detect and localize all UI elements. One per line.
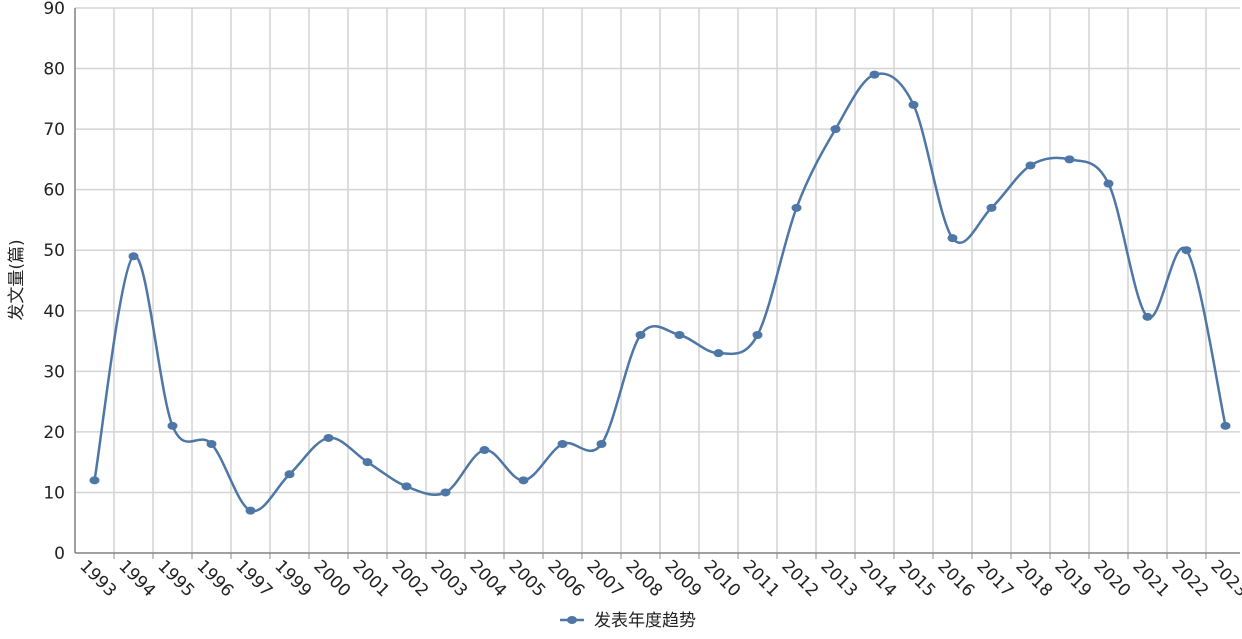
x-tick-label: 2007 [582,556,627,601]
x-tick-label: 2006 [543,556,588,601]
x-tick-label: 2020 [1089,556,1134,601]
point [986,203,997,212]
point [1103,179,1114,188]
x-tick-label: 1995 [153,556,198,601]
x-tick-label: 2022 [1167,556,1212,601]
x-tick-label: 2011 [738,556,783,601]
point [128,252,139,261]
point [947,234,958,243]
x-tick-label: 2010 [699,556,744,601]
point [89,476,100,485]
x-tick-label: 1996 [192,556,237,601]
point [440,488,451,497]
point [635,331,646,339]
y-tick-label: 10 [43,483,65,503]
point [245,506,256,515]
point [401,482,412,491]
x-tick-label: 2013 [816,556,861,601]
x-tick-label: 2001 [348,556,393,601]
y-tick-label: 20 [43,423,65,443]
y-tick-label: 50 [43,241,65,261]
line [93,72,1227,513]
point [869,70,880,79]
x-tick-label: 2000 [309,556,354,601]
point [479,446,490,455]
x-tick-label: 2003 [426,556,471,601]
x-tick-label: 2021 [1128,556,1173,601]
x-tick-label: 1994 [114,556,159,601]
x-tick-label: 2017 [972,556,1017,601]
y-tick-label: 90 [43,0,65,19]
point [1142,312,1153,321]
point [830,125,841,134]
point [323,433,334,442]
point [596,440,607,448]
point [791,203,802,212]
x-tick-label: 2019 [1050,556,1095,601]
point [1025,161,1036,170]
point [674,331,685,339]
point [713,349,724,358]
y-tick-label: 80 [43,60,65,80]
point [206,440,217,448]
y-tick-label: 70 [43,120,65,140]
point [1181,246,1192,255]
x-tick-label: 1997 [231,556,276,601]
x-tick-label: 2002 [387,556,432,601]
y-tick-label: 40 [43,302,65,322]
x-tick-label: 2016 [933,556,978,601]
point [362,458,373,467]
x-tick-label: 2023 [1206,556,1242,601]
point [1064,155,1075,164]
x-tick-label: 2018 [1011,556,1056,601]
x-tick-label: 2014 [855,556,900,601]
x-tick-label: 2015 [894,556,939,601]
point [752,331,763,339]
legend-label: 发表年度趋势 [594,611,696,631]
x-tick-label: 2005 [504,556,549,601]
point [1220,421,1231,430]
x-tick-label: 2012 [777,556,822,601]
point [167,421,178,430]
point [284,470,295,479]
x-tick-label: 1993 [75,556,120,601]
point [908,100,919,109]
x-tick-label: 2004 [465,556,510,601]
y-tick-label: 30 [43,362,65,382]
y-tick-label: 0 [54,544,65,564]
x-tick-label: 2009 [660,556,705,601]
x-tick-label: 1999 [270,556,315,601]
point [557,440,568,448]
point [518,476,529,485]
y-tick-label: 60 [43,181,65,201]
legend-marker [567,616,577,624]
x-tick-label: 2008 [621,556,666,601]
y-axis-label: 发文量(篇) [7,239,27,320]
